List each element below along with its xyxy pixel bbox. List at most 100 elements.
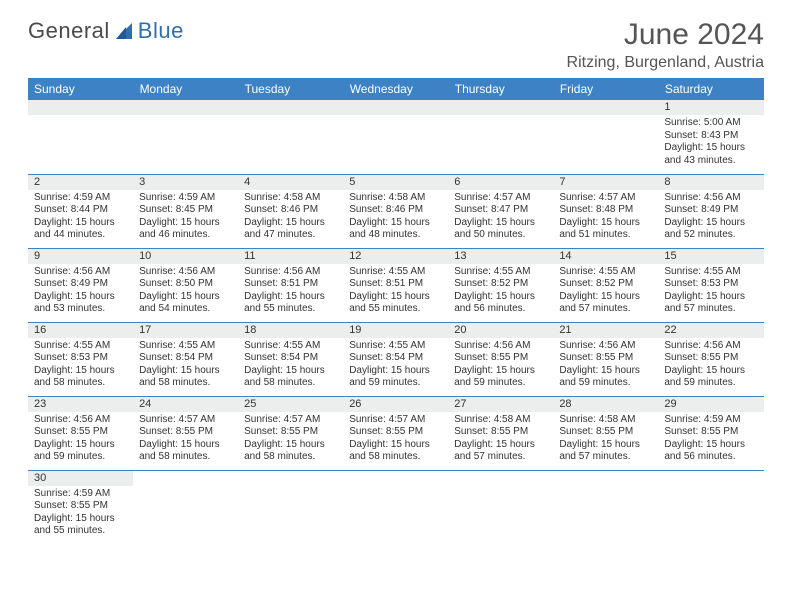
sunrise-text: Sunrise: 4:58 AM <box>454 414 547 427</box>
weekday-header: Tuesday <box>238 78 343 100</box>
daylight-text: Daylight: 15 hours and 59 minutes. <box>664 365 757 390</box>
sunrise-text: Sunrise: 4:59 AM <box>139 192 232 205</box>
day-number: 30 <box>28 471 133 486</box>
day-body: Sunrise: 4:59 AMSunset: 8:45 PMDaylight:… <box>133 190 238 246</box>
calendar-day-cell: 10Sunrise: 4:56 AMSunset: 8:50 PMDayligh… <box>133 248 238 322</box>
day-body: Sunrise: 4:57 AMSunset: 8:55 PMDaylight:… <box>238 412 343 468</box>
day-number: 22 <box>658 323 763 338</box>
page-title: June 2024 <box>567 18 764 52</box>
sunset-text: Sunset: 8:54 PM <box>349 352 442 365</box>
calendar-week-row: 23Sunrise: 4:56 AMSunset: 8:55 PMDayligh… <box>28 396 764 470</box>
day-body: Sunrise: 4:57 AMSunset: 8:55 PMDaylight:… <box>343 412 448 468</box>
calendar-day-cell <box>238 100 343 174</box>
sunset-text: Sunset: 8:55 PM <box>244 426 337 439</box>
sunset-text: Sunset: 8:55 PM <box>559 426 652 439</box>
daylight-text: Daylight: 15 hours and 43 minutes. <box>664 142 757 167</box>
day-body: Sunrise: 5:00 AMSunset: 8:43 PMDaylight:… <box>658 115 763 171</box>
empty-daynum <box>238 100 343 115</box>
calendar-day-cell: 11Sunrise: 4:56 AMSunset: 8:51 PMDayligh… <box>238 248 343 322</box>
daylight-text: Daylight: 15 hours and 58 minutes. <box>244 439 337 464</box>
sunset-text: Sunset: 8:51 PM <box>244 278 337 291</box>
daylight-text: Daylight: 15 hours and 59 minutes. <box>349 365 442 390</box>
calendar-day-cell: 4Sunrise: 4:58 AMSunset: 8:46 PMDaylight… <box>238 174 343 248</box>
daylight-text: Daylight: 15 hours and 56 minutes. <box>664 439 757 464</box>
day-number: 20 <box>448 323 553 338</box>
calendar-week-row: 2Sunrise: 4:59 AMSunset: 8:44 PMDaylight… <box>28 174 764 248</box>
calendar-week-row: 1Sunrise: 5:00 AMSunset: 8:43 PMDaylight… <box>28 100 764 174</box>
calendar-day-cell: 8Sunrise: 4:56 AMSunset: 8:49 PMDaylight… <box>658 174 763 248</box>
day-body: Sunrise: 4:59 AMSunset: 8:55 PMDaylight:… <box>658 412 763 468</box>
calendar-day-cell: 5Sunrise: 4:58 AMSunset: 8:46 PMDaylight… <box>343 174 448 248</box>
sunrise-text: Sunrise: 4:55 AM <box>664 266 757 279</box>
sunset-text: Sunset: 8:55 PM <box>34 500 127 513</box>
daylight-text: Daylight: 15 hours and 57 minutes. <box>664 291 757 316</box>
sunrise-text: Sunrise: 4:55 AM <box>559 266 652 279</box>
calendar-day-cell: 19Sunrise: 4:55 AMSunset: 8:54 PMDayligh… <box>343 322 448 396</box>
day-body: Sunrise: 4:56 AMSunset: 8:51 PMDaylight:… <box>238 264 343 320</box>
day-body: Sunrise: 4:56 AMSunset: 8:55 PMDaylight:… <box>658 338 763 394</box>
logo-sail-icon <box>114 21 138 41</box>
calendar-day-cell: 12Sunrise: 4:55 AMSunset: 8:51 PMDayligh… <box>343 248 448 322</box>
calendar-day-cell: 17 Sunrise: 4:55 AMSunset: 8:54 PMDayligh… <box>133 322 238 396</box>
calendar-day-cell <box>133 470 238 544</box>
location-subtitle: Ritzing, Burgenland, Austria <box>567 54 764 72</box>
sunrise-text: Sunrise: 4:57 AM <box>244 414 337 427</box>
calendar-day-cell: 3Sunrise: 4:59 AMSunset: 8:45 PMDaylight… <box>133 174 238 248</box>
day-number: 15 <box>658 249 763 264</box>
daylight-text: Daylight: 15 hours and 54 minutes. <box>139 291 232 316</box>
daylight-text: Daylight: 15 hours and 44 minutes. <box>34 217 127 242</box>
day-number: 9 <box>28 249 133 264</box>
daylight-text: Daylight: 15 hours and 50 minutes. <box>454 217 547 242</box>
logo-word-general: General <box>28 18 110 44</box>
sunset-text: Sunset: 8:49 PM <box>664 204 757 217</box>
day-body: Sunrise: 4:58 AMSunset: 8:55 PMDaylight:… <box>553 412 658 468</box>
sunrise-text: Sunrise: 4:57 AM <box>559 192 652 205</box>
sunset-text: Sunset: 8:44 PM <box>34 204 127 217</box>
logo: General Blue <box>28 18 184 44</box>
calendar-day-cell: 22Sunrise: 4:56 AMSunset: 8:55 PMDayligh… <box>658 322 763 396</box>
sunrise-text: Sunrise: 4:55 AM <box>244 340 337 353</box>
weekday-header: Thursday <box>448 78 553 100</box>
day-body: Sunrise: 4:57 AMSunset: 8:55 PMDaylight:… <box>133 412 238 468</box>
calendar-day-cell <box>28 100 133 174</box>
sunset-text: Sunset: 8:55 PM <box>454 352 547 365</box>
day-number: 2 <box>28 175 133 190</box>
sunset-text: Sunset: 8:54 PM <box>139 352 232 365</box>
day-number: 10 <box>133 249 238 264</box>
day-number: 17 <box>133 323 238 338</box>
sunset-text: Sunset: 8:55 PM <box>34 426 127 439</box>
calendar-day-cell <box>133 100 238 174</box>
daylight-text: Daylight: 15 hours and 57 minutes. <box>559 439 652 464</box>
sunset-text: Sunset: 8:55 PM <box>664 352 757 365</box>
daylight-text: Daylight: 15 hours and 58 minutes. <box>139 365 232 390</box>
daylight-text: Daylight: 15 hours and 59 minutes. <box>454 365 547 390</box>
sunset-text: Sunset: 8:51 PM <box>349 278 442 291</box>
day-body: Sunrise: 4:58 AMSunset: 8:46 PMDaylight:… <box>343 190 448 246</box>
daylight-text: Daylight: 15 hours and 55 minutes. <box>34 513 127 538</box>
sunrise-text: Sunrise: 4:57 AM <box>349 414 442 427</box>
sunrise-text: Sunrise: 4:56 AM <box>34 266 127 279</box>
day-body: Sunrise: 4:58 AMSunset: 8:55 PMDaylight:… <box>448 412 553 468</box>
daylight-text: Daylight: 15 hours and 56 minutes. <box>454 291 547 316</box>
day-number: 5 <box>343 175 448 190</box>
calendar-day-cell: 26Sunrise: 4:57 AMSunset: 8:55 PMDayligh… <box>343 396 448 470</box>
empty-daynum <box>448 100 553 115</box>
day-number: 12 <box>343 249 448 264</box>
sunrise-text: Sunrise: 4:58 AM <box>349 192 442 205</box>
sunrise-text: Sunrise: 4:59 AM <box>34 488 127 501</box>
day-number: 6 <box>448 175 553 190</box>
sunrise-text: Sunrise: 4:56 AM <box>139 266 232 279</box>
daylight-text: Daylight: 15 hours and 47 minutes. <box>244 217 337 242</box>
daylight-text: Daylight: 15 hours and 57 minutes. <box>454 439 547 464</box>
topbar: General Blue June 2024 Ritzing, Burgenla… <box>28 18 764 72</box>
empty-daynum <box>343 100 448 115</box>
calendar-table: Sunday Monday Tuesday Wednesday Thursday… <box>28 78 764 544</box>
day-body: Sunrise: 4:59 AMSunset: 8:55 PMDaylight:… <box>28 486 133 542</box>
sunrise-text: Sunrise: 4:55 AM <box>139 340 232 353</box>
day-body: Sunrise: 4:55 AMSunset: 8:53 PMDaylight:… <box>28 338 133 394</box>
daylight-text: Daylight: 15 hours and 58 minutes. <box>139 439 232 464</box>
sunrise-text: Sunrise: 4:59 AM <box>34 192 127 205</box>
day-body: Sunrise: 4:57 AMSunset: 8:48 PMDaylight:… <box>553 190 658 246</box>
calendar-day-cell: 29Sunrise: 4:59 AMSunset: 8:55 PMDayligh… <box>658 396 763 470</box>
calendar-day-cell: 28Sunrise: 4:58 AMSunset: 8:55 PMDayligh… <box>553 396 658 470</box>
